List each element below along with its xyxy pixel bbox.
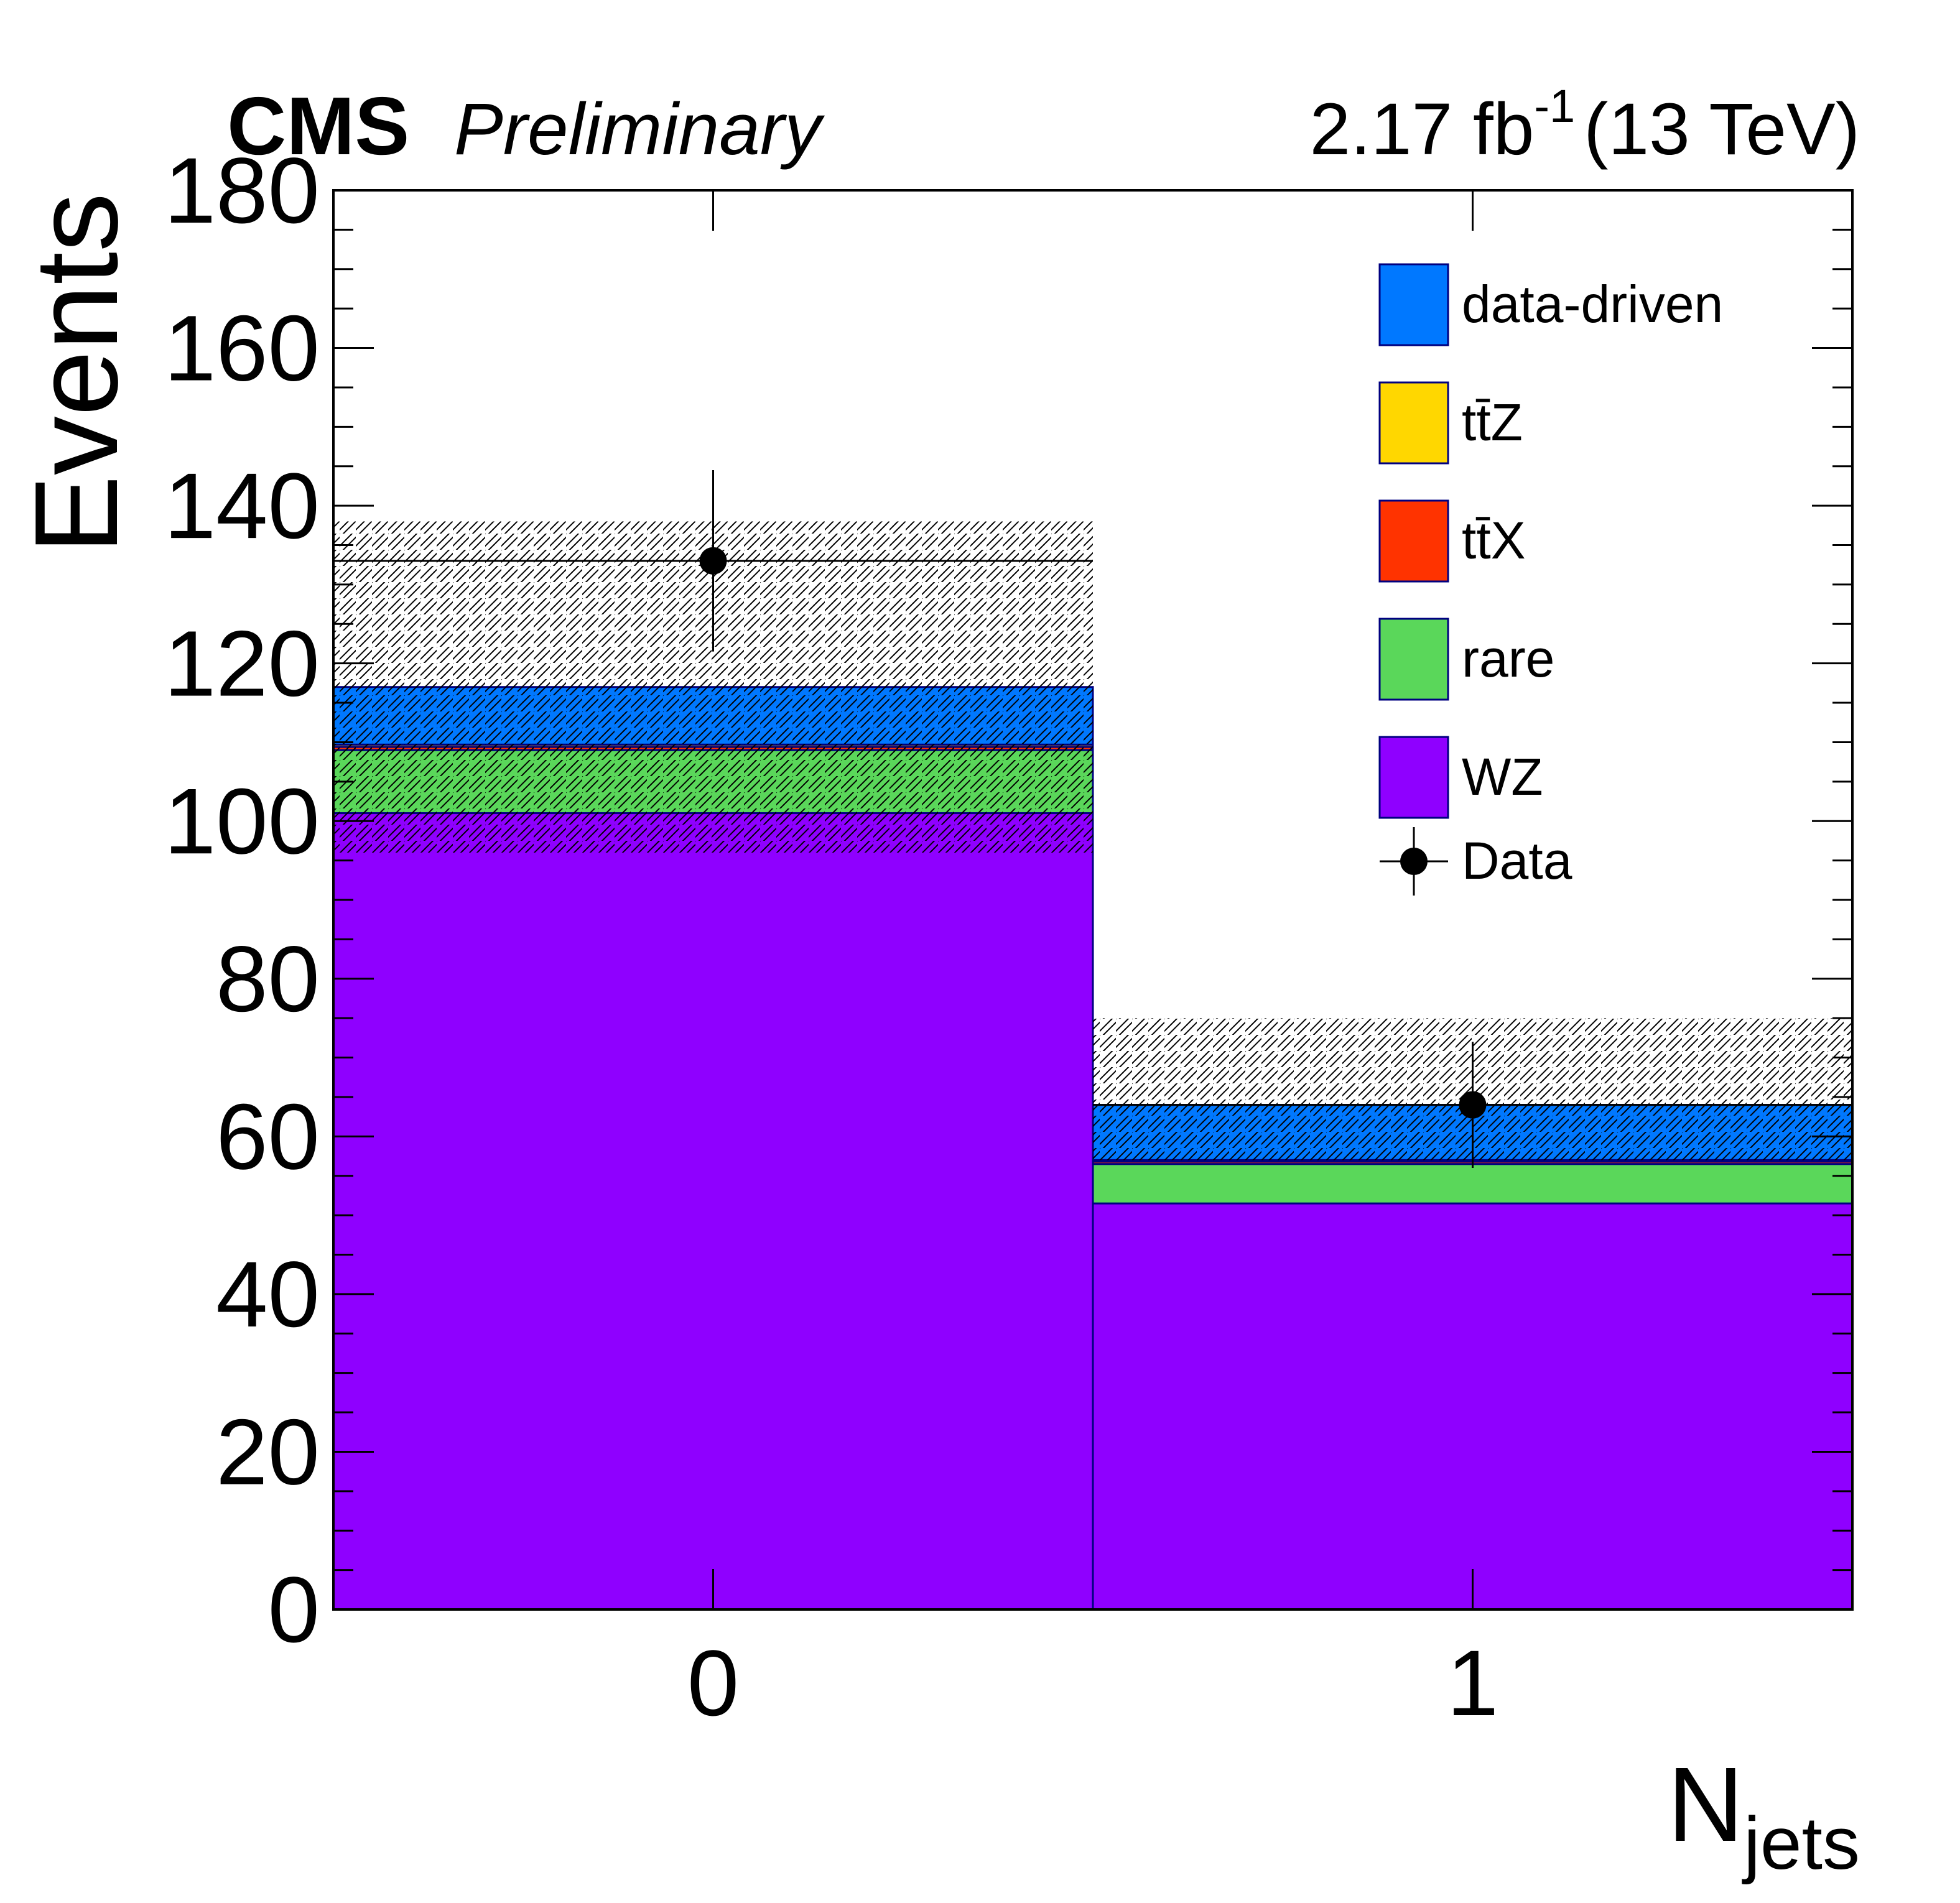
y-tick-label: 20 <box>216 1399 320 1504</box>
legend: data-driven tt̄Z tt̄X rare WZ Data <box>1378 263 1723 896</box>
legend-swatch <box>1378 618 1449 701</box>
legend-label: tt̄Z <box>1462 393 1523 451</box>
legend-swatch <box>1378 263 1449 346</box>
plot-area: 0 20 40 60 80 100 120 140 160 180 0 1 <box>164 138 1854 1735</box>
y-tick-label: 140 <box>164 453 320 558</box>
y-tick-label: 160 <box>164 296 320 401</box>
bar-wz-bin-1 <box>1092 1202 1854 1611</box>
status-label: Preliminary <box>454 88 825 170</box>
bar-rare-bin-1 <box>1092 1163 1854 1205</box>
x-axis-title: Njets <box>1667 1746 1860 1885</box>
data-point-0 <box>699 547 727 575</box>
data-point-1 <box>1459 1091 1487 1119</box>
legend-label: rare <box>1462 629 1554 688</box>
legend-label: Data <box>1462 831 1572 890</box>
legend-swatch <box>1378 736 1449 819</box>
bar-wz-bin-0 <box>332 812 1094 1611</box>
y-tick-label: 0 <box>268 1557 320 1662</box>
legend-label: WZ <box>1462 748 1543 806</box>
y-tick-label: 180 <box>164 138 320 243</box>
y-tick-label: 100 <box>164 769 320 873</box>
y-axis-title: Events <box>11 193 142 554</box>
x-tick-label: 1 <box>1447 1631 1498 1735</box>
x-axis-title-main: N <box>1667 1746 1744 1864</box>
x-tick-label: 0 <box>687 1631 739 1735</box>
experiment-label: CMS <box>227 80 409 172</box>
x-axis-title-sub: jets <box>1742 1802 1860 1885</box>
y-tick-label: 60 <box>216 1084 320 1188</box>
y-tick-label: 40 <box>216 1242 320 1346</box>
lumi-label: 2.17 fb-1 (13 TeV) <box>1310 80 1860 170</box>
lumi-value: 2.17 fb <box>1310 88 1535 170</box>
legend-label: tt̄X <box>1462 511 1526 570</box>
y-tick-label: 120 <box>164 611 320 716</box>
legend-swatch <box>1378 381 1449 465</box>
lumi-exponent: -1 <box>1534 80 1575 132</box>
legend-label: data-driven <box>1462 275 1723 333</box>
legend-marker-point <box>1400 848 1428 875</box>
legend-swatch <box>1378 499 1449 583</box>
y-tick-label: 80 <box>216 927 320 1031</box>
energy-label: (13 TeV) <box>1584 88 1860 170</box>
